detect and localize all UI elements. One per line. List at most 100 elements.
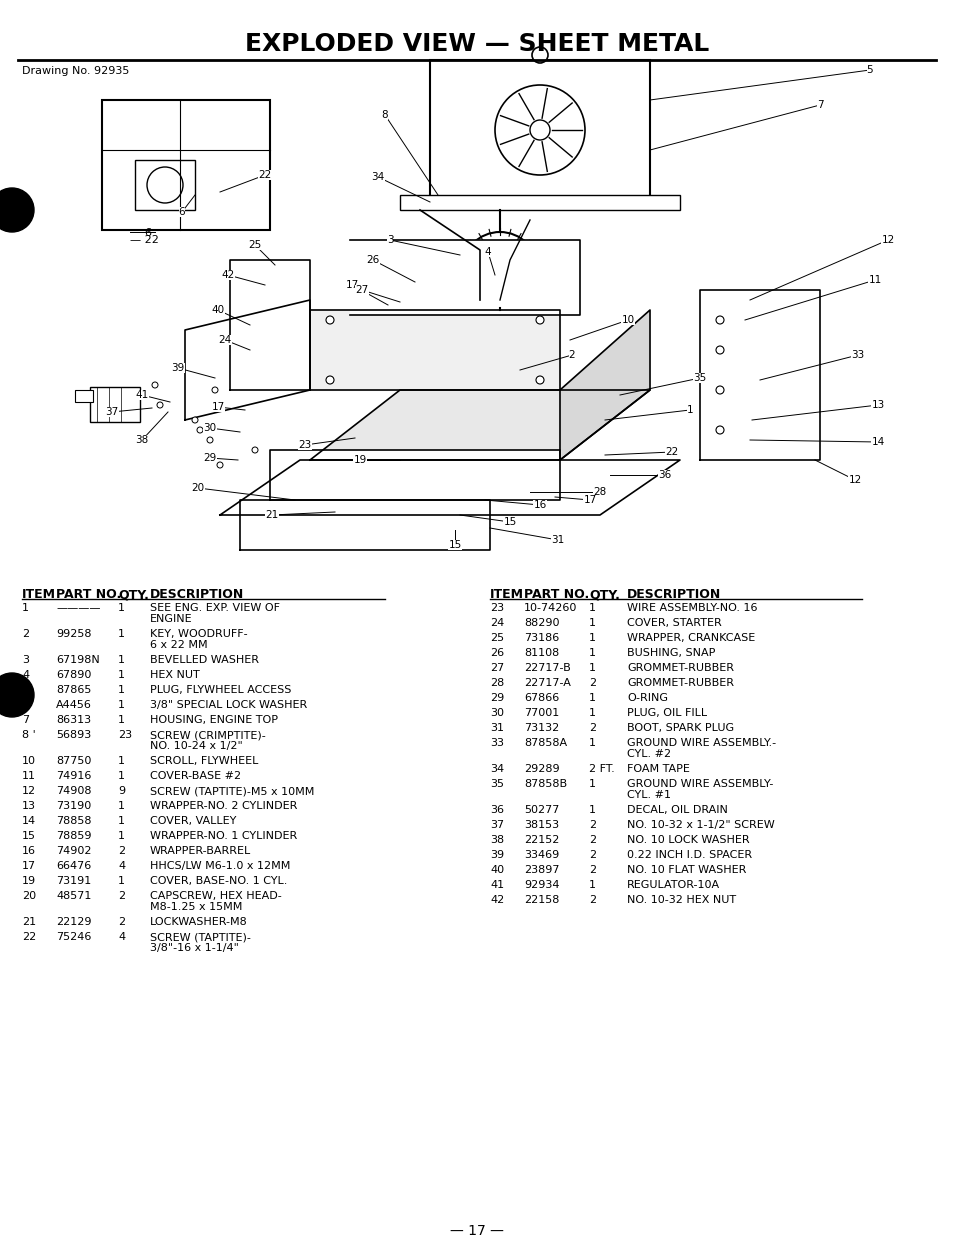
Text: 1: 1 [588, 693, 596, 703]
Text: 4: 4 [118, 861, 125, 871]
Text: 33469: 33469 [523, 850, 558, 861]
Text: NO. 10-24 x 1/2": NO. 10-24 x 1/2" [150, 741, 242, 751]
Text: 74902: 74902 [56, 845, 91, 856]
Text: GROMMET-RUBBER: GROMMET-RUBBER [626, 663, 733, 673]
Text: COVER, VALLEY: COVER, VALLEY [150, 816, 236, 827]
Text: 22158: 22158 [523, 895, 558, 905]
Polygon shape [350, 239, 579, 315]
Text: NO. 10 LOCK WASHER: NO. 10 LOCK WASHER [626, 835, 749, 845]
Text: LOCKWASHER-M8: LOCKWASHER-M8 [150, 917, 248, 927]
Circle shape [326, 316, 334, 324]
Circle shape [716, 316, 723, 324]
Text: 7: 7 [816, 100, 822, 110]
Text: 75246: 75246 [56, 932, 91, 942]
Circle shape [192, 417, 198, 423]
Circle shape [716, 386, 723, 394]
Text: A4456: A4456 [56, 701, 91, 709]
Text: 2: 2 [588, 723, 596, 733]
Text: 1: 1 [118, 655, 125, 665]
Text: 87750: 87750 [56, 756, 91, 766]
Text: 1: 1 [22, 604, 29, 614]
Circle shape [326, 375, 334, 384]
Text: SCROLL, FLYWHEEL: SCROLL, FLYWHEEL [150, 756, 258, 766]
Text: 73132: 73132 [523, 723, 558, 733]
Text: 77001: 77001 [523, 708, 558, 718]
Text: 22: 22 [664, 447, 678, 457]
Text: 27: 27 [355, 285, 368, 295]
Text: 29289: 29289 [523, 764, 559, 774]
Text: 7: 7 [22, 714, 30, 724]
Text: 2: 2 [568, 350, 575, 360]
Circle shape [532, 47, 547, 63]
Text: HHCS/LW M6-1.0 x 12MM: HHCS/LW M6-1.0 x 12MM [150, 861, 290, 871]
Text: WRAPPER-BARREL: WRAPPER-BARREL [150, 845, 251, 856]
Text: 1: 1 [118, 771, 125, 781]
Text: DESCRIPTION: DESCRIPTION [150, 588, 244, 601]
Text: ————: ———— [56, 604, 100, 614]
Text: 3/8"-16 x 1-1/4": 3/8"-16 x 1-1/4" [150, 942, 238, 953]
Text: 12: 12 [22, 786, 36, 796]
Text: COVER, BASE-NO. 1 CYL.: COVER, BASE-NO. 1 CYL. [150, 876, 287, 886]
Text: 6 x 22 MM: 6 x 22 MM [150, 640, 208, 650]
Text: 1: 1 [588, 648, 596, 658]
Text: GROUND WIRE ASSEMBLY-: GROUND WIRE ASSEMBLY- [626, 779, 773, 789]
Text: COVER-BASE #2: COVER-BASE #2 [150, 771, 241, 781]
Text: 33: 33 [850, 350, 863, 360]
Text: 3: 3 [22, 655, 29, 665]
Text: WRAPPER-NO. 2 CYLINDER: WRAPPER-NO. 2 CYLINDER [150, 801, 297, 811]
Bar [399, 195, 679, 210]
Text: 1: 1 [588, 738, 596, 748]
Text: 74916: 74916 [56, 771, 91, 781]
Text: 3/8" SPECIAL LOCK WASHER: 3/8" SPECIAL LOCK WASHER [150, 701, 307, 709]
Text: 22: 22 [22, 932, 36, 942]
Text: 20: 20 [192, 483, 204, 493]
Text: 36: 36 [658, 470, 671, 480]
Text: 66476: 66476 [56, 861, 91, 871]
Text: BEVELLED WASHER: BEVELLED WASHER [150, 655, 258, 665]
Bar [75, 391, 92, 402]
Circle shape [461, 232, 537, 307]
Text: 1: 1 [588, 633, 596, 643]
Text: WRAPPER-NO. 1 CYLINDER: WRAPPER-NO. 1 CYLINDER [150, 832, 297, 840]
Text: 2: 2 [118, 917, 125, 927]
Text: 1: 1 [118, 670, 125, 680]
Text: 15: 15 [503, 517, 517, 527]
Text: SEE ENG. EXP. VIEW OF: SEE ENG. EXP. VIEW OF [150, 604, 280, 614]
Text: COVER, STARTER: COVER, STARTER [626, 617, 721, 627]
Circle shape [212, 387, 218, 393]
Text: 73190: 73190 [56, 801, 91, 811]
Text: CYL. #2: CYL. #2 [626, 748, 670, 759]
Text: 22152: 22152 [523, 835, 558, 845]
Text: 10: 10 [620, 315, 634, 325]
Circle shape [147, 168, 183, 203]
Text: 21: 21 [265, 510, 278, 520]
Circle shape [152, 382, 158, 388]
Text: 1: 1 [588, 663, 596, 673]
Text: 13: 13 [22, 801, 36, 811]
Text: 11: 11 [22, 771, 36, 781]
Text: 1: 1 [118, 629, 125, 639]
Text: 29: 29 [490, 693, 504, 703]
Text: KEY, WOODRUFF-: KEY, WOODRUFF- [150, 629, 248, 639]
Text: 25: 25 [490, 633, 503, 643]
Text: 87858B: 87858B [523, 779, 566, 789]
Text: 6: 6 [144, 228, 152, 238]
Text: 1: 1 [588, 779, 596, 789]
Text: 39: 39 [172, 363, 185, 373]
Text: 27: 27 [490, 663, 504, 673]
Circle shape [196, 427, 203, 433]
Text: 22129: 22129 [56, 917, 91, 927]
Text: 67198N: 67198N [56, 655, 100, 665]
Text: 23: 23 [490, 604, 503, 614]
Text: EXPLODED VIEW — SHEET METAL: EXPLODED VIEW — SHEET METAL [245, 32, 708, 55]
Circle shape [536, 316, 543, 324]
FancyBboxPatch shape [430, 60, 649, 200]
Text: PART NO.: PART NO. [56, 588, 121, 601]
Polygon shape [310, 310, 559, 391]
Text: 4: 4 [484, 247, 491, 257]
Text: 12: 12 [881, 236, 894, 244]
Text: 1: 1 [118, 604, 125, 614]
Text: 14: 14 [870, 437, 883, 447]
Text: 78859: 78859 [56, 832, 91, 840]
Text: NO. 10-32 x 1-1/2" SCREW: NO. 10-32 x 1-1/2" SCREW [626, 820, 774, 830]
